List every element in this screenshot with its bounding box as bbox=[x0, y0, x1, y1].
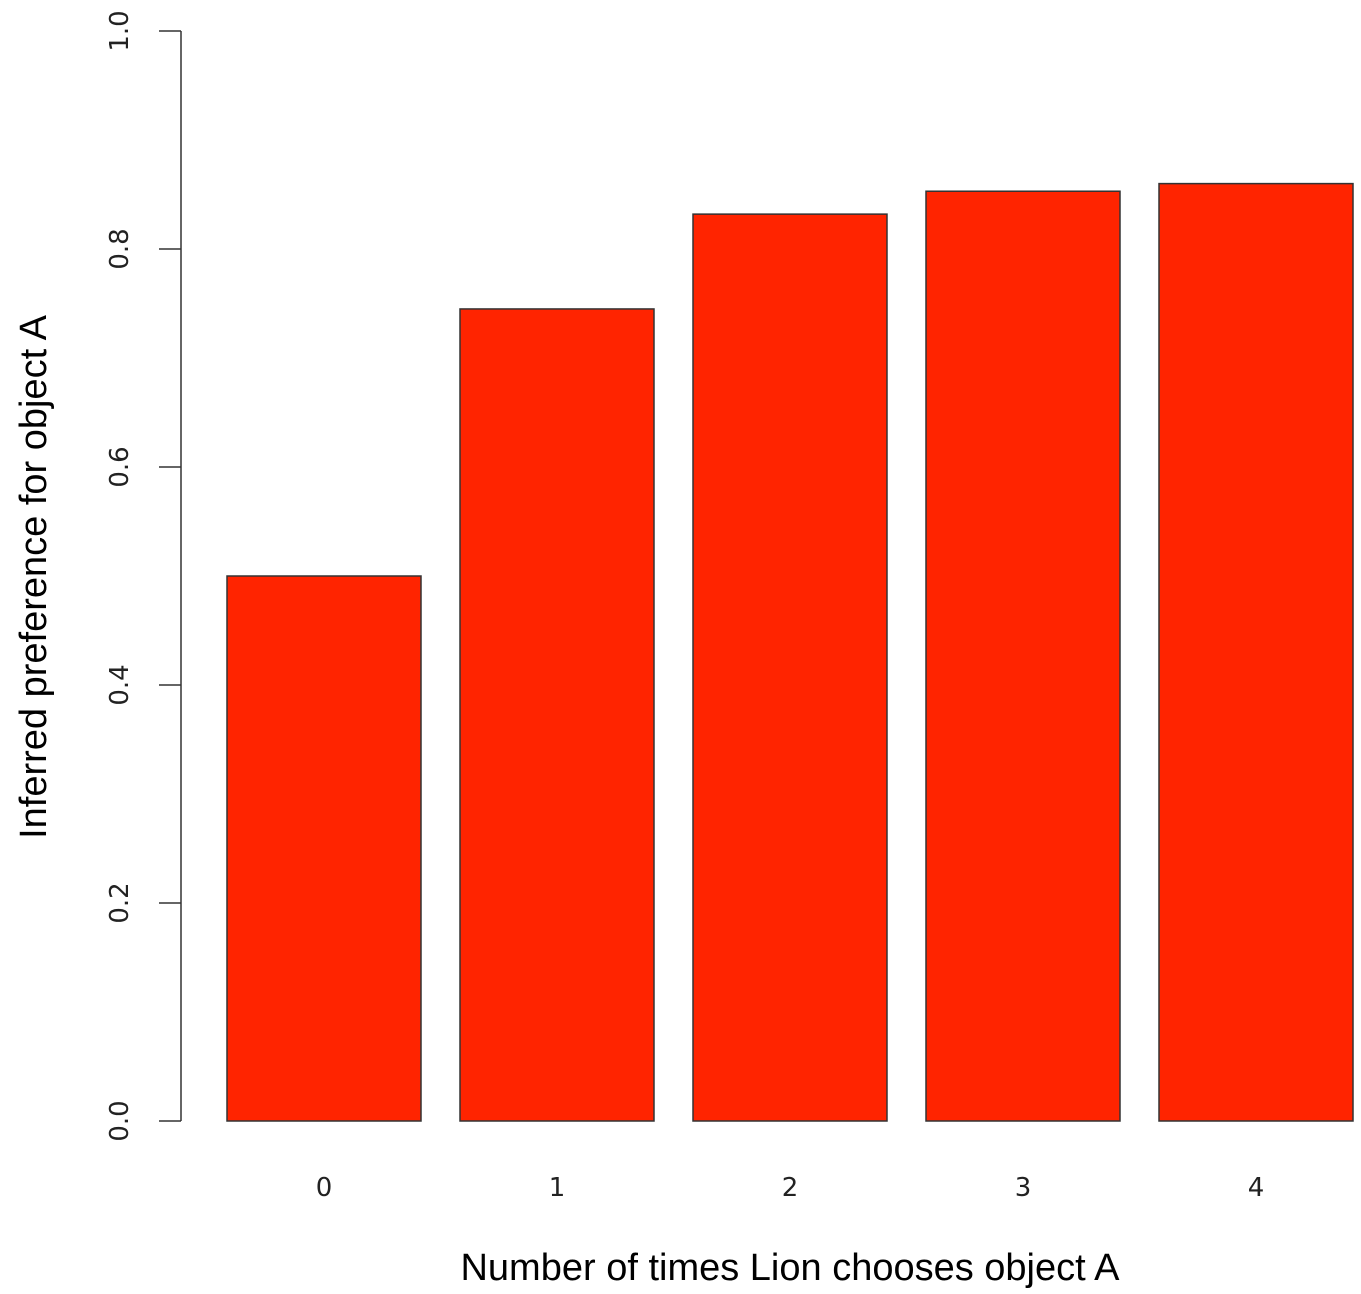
y-axis-title: Inferred preference for object A bbox=[13, 314, 55, 839]
x-tick-label-0: 0 bbox=[316, 1173, 333, 1203]
bar-1 bbox=[459, 308, 655, 1122]
x-tick-label-3: 3 bbox=[1015, 1173, 1032, 1203]
y-tick-label-1: 0.2 bbox=[105, 882, 135, 923]
bar-0 bbox=[226, 575, 422, 1122]
y-tick-label-3: 0.6 bbox=[105, 446, 135, 487]
y-axis: 0.0 0.2 0.4 0.6 0.8 1.0 bbox=[105, 10, 182, 1142]
bar-3 bbox=[925, 190, 1121, 1122]
x-axis-title: Number of times Lion chooses object A bbox=[460, 1247, 1120, 1289]
x-tick-labels: 0 1 2 3 4 bbox=[316, 1173, 1265, 1203]
bar-2 bbox=[692, 213, 888, 1122]
x-tick-label-1: 1 bbox=[549, 1173, 566, 1203]
y-tick-label-5: 1.0 bbox=[105, 10, 135, 51]
y-tick-label-0: 0.0 bbox=[105, 1100, 135, 1141]
x-tick-label-2: 2 bbox=[782, 1173, 799, 1203]
x-tick-label-4: 4 bbox=[1248, 1173, 1265, 1203]
y-tick-label-4: 0.8 bbox=[105, 228, 135, 269]
bar-4 bbox=[1158, 182, 1354, 1122]
bars bbox=[226, 182, 1354, 1122]
y-tick-label-2: 0.4 bbox=[105, 664, 135, 705]
